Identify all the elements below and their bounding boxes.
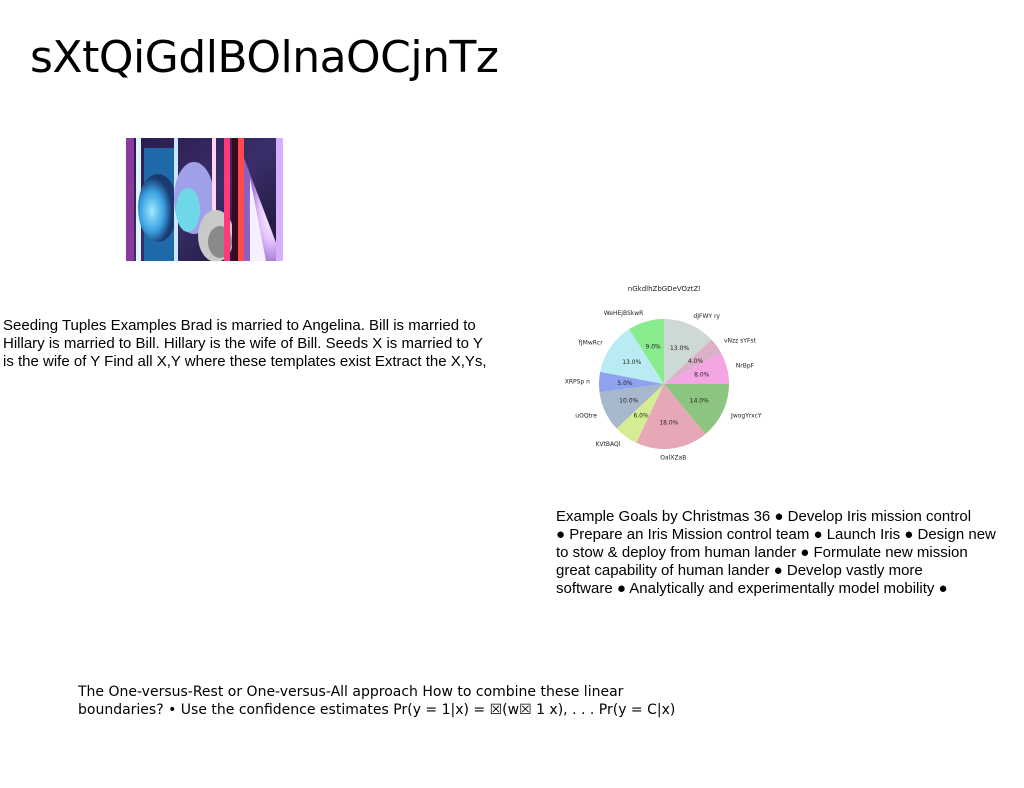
- pie-slice: [599, 384, 664, 429]
- pie-percent-label: 6.0%: [633, 413, 649, 420]
- text-line: Example Goals by Christmas 36 ● Develop …: [556, 508, 972, 525]
- pie-category-label: KVtBAQl: [596, 441, 621, 448]
- pie-slice: [664, 339, 721, 384]
- text-line: The One-versus-Rest or One-versus-All ap…: [78, 684, 624, 700]
- seeding-tuples-text: Seeding Tuples Examples Brad is married …: [3, 317, 487, 371]
- pie-percent-label: 8.0%: [694, 371, 710, 378]
- pie-percent-label: 4.0%: [688, 358, 704, 365]
- one-vs-rest-text: The One-versus-Rest or One-versus-All ap…: [78, 683, 675, 719]
- pie-percent-label: 18.0%: [659, 420, 678, 427]
- example-goals-text: Example Goals by Christmas 36 ● Develop …: [556, 508, 996, 598]
- pie-category-label: XRPSp n: [565, 379, 590, 386]
- pie-slice: [629, 319, 664, 384]
- pie-percent-label: 13.0%: [670, 345, 689, 352]
- pie-slice: [664, 384, 729, 435]
- text-line: to stow & deploy from human lander ● For…: [556, 544, 968, 561]
- text-line: ● Prepare an Iris Mission control team ●…: [556, 526, 996, 543]
- pie-slice: [636, 384, 706, 449]
- pie-slices: [598, 319, 729, 449]
- text-line: Seeding Tuples Examples Brad is married …: [3, 317, 476, 334]
- pie-slice: [600, 329, 664, 384]
- pie-slice: [598, 371, 664, 393]
- chart-title: nGkdlhZbGDeVOztZl: [628, 285, 700, 293]
- pie-category-label: OalXZaB: [660, 455, 686, 462]
- pie-percent-label: 10.0%: [619, 398, 638, 405]
- text-line: great capability of human lander ● Devel…: [556, 562, 923, 579]
- text-line: software ● Analytically and experimental…: [556, 580, 948, 597]
- text-line: Hillary is married to Bill. Hillary is t…: [3, 335, 483, 352]
- pie-category-label: fJMwRcr: [579, 339, 603, 346]
- pie-category-label: uOQtre: [575, 413, 597, 420]
- pie-chart-svg: nGkdlhZbGDeVOztZl 13.0% 4.0% 8.0% 14.0% 18.0…: [565, 285, 762, 462]
- text-line: boundaries? • Use the confidence estimat…: [78, 702, 676, 718]
- pie-category-labels: dJFWY ry vNzz sYFst NrBpF JwogYrxcY OalXZaB K…: [565, 310, 762, 462]
- pie-percent-label: 14.0%: [690, 398, 709, 405]
- slide-title: sXtQiGdlBOlnaOCjnTz: [30, 32, 499, 83]
- pie-category-label: dJFWY ry: [693, 313, 720, 320]
- pie-chart: nGkdlhZbGDeVOztZl 13.0% 4.0% 8.0% 14.0% 18.0…: [548, 278, 780, 484]
- pie-slice: [664, 319, 712, 384]
- pie-percent-label: 5.0%: [617, 380, 633, 387]
- pie-category-label: JwogYrxcY: [730, 413, 762, 420]
- pie-category-label: WeHEjBSkwR: [604, 310, 644, 317]
- pie-category-label: NrBpF: [736, 363, 755, 370]
- photo-image: [126, 138, 283, 261]
- pie-category-label: vNzz sYFst: [724, 337, 757, 344]
- pie-slice: [616, 384, 664, 443]
- pie-percent-label: 13.0%: [622, 359, 641, 366]
- pie-slice: [664, 352, 729, 384]
- photo-illustration: [126, 138, 283, 261]
- pie-percent-labels: 13.0% 4.0% 8.0% 14.0% 18.0% 6.0% 10.0% 5.0% 13.0…: [617, 344, 709, 427]
- text-line: is the wife of Y Find all X,Y where thes…: [3, 353, 487, 370]
- pie-percent-label: 9.0%: [645, 344, 661, 351]
